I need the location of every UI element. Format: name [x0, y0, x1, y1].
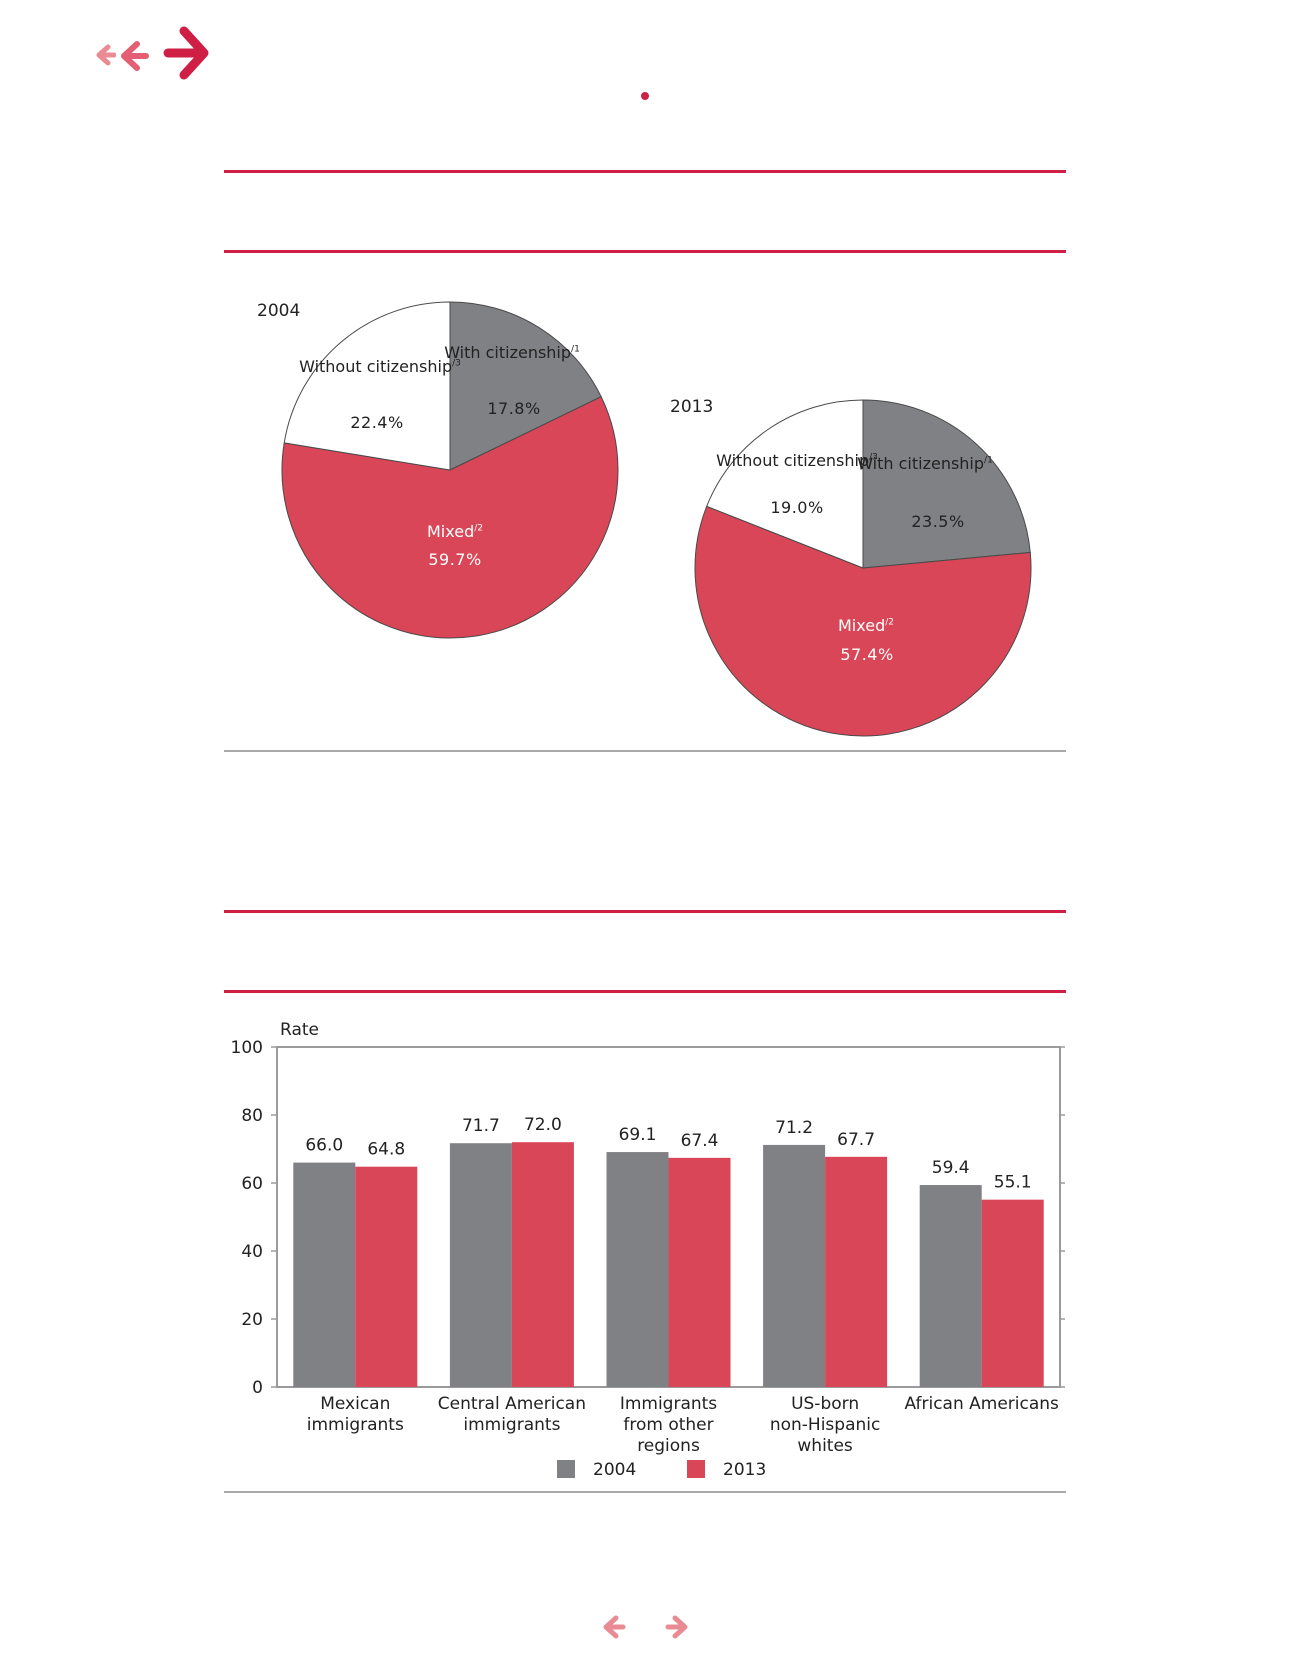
bar-2004: [763, 1144, 826, 1387]
y-axis-label: Rate: [280, 1020, 319, 1040]
arrow-right-icon: [665, 1615, 688, 1639]
title-rule-bottom-1: [224, 250, 1066, 253]
x-tick-label: whites: [797, 1436, 853, 1456]
pie-year-label: 2004: [257, 301, 301, 321]
data-label: 71.7: [462, 1116, 500, 1136]
legend-swatch: [687, 1460, 705, 1478]
legend-item-2013: 2013: [687, 1460, 766, 1480]
pie-slice-value: 23.5%: [911, 512, 965, 531]
data-label: 64.8: [367, 1140, 405, 1160]
data-label: 69.1: [619, 1125, 657, 1145]
bar-2004: [606, 1152, 669, 1387]
pie-slice-label-with-citizenship: With citizenship/1: [444, 343, 580, 362]
pie-slice-value: 19.0%: [770, 498, 824, 517]
pie-slice-value: 57.4%: [840, 645, 894, 664]
y-tick-label: 40: [241, 1242, 263, 1262]
arrow-right-icon: [163, 26, 209, 80]
x-tick-label: Mexican: [320, 1394, 390, 1414]
page-dot: [641, 92, 649, 100]
x-tick-label: US-born: [791, 1394, 859, 1414]
data-label: 72.0: [524, 1115, 562, 1135]
back-button[interactable]: [118, 40, 150, 72]
pie-slice-label-with-citizenship: With citizenship/1: [857, 454, 993, 473]
prev-page-button[interactable]: [601, 1614, 627, 1640]
bar-2013: [511, 1142, 574, 1387]
title-rule-bottom-2: [224, 990, 1066, 993]
pie-slice-with-citizenship: [862, 399, 1031, 569]
section-divider-2: [224, 1491, 1066, 1493]
data-label: 67.7: [837, 1130, 875, 1150]
arrow-left-icon: [121, 41, 149, 71]
x-tick-label: from other: [623, 1415, 713, 1435]
bar-2013: [355, 1166, 418, 1387]
back-small-button[interactable]: [94, 44, 116, 66]
pie-slice-value: 17.8%: [487, 399, 541, 418]
pie-slice-mixed: [281, 396, 619, 639]
bar-2004: [293, 1162, 356, 1387]
x-tick-label: regions: [637, 1436, 700, 1456]
bar-2013: [981, 1199, 1044, 1387]
y-tick-label: 0: [252, 1378, 263, 1398]
x-tick-label: immigrants: [463, 1415, 560, 1435]
pie-2004-svg: [281, 301, 619, 639]
arrow-left-icon: [603, 1615, 626, 1639]
y-tick-label: 60: [241, 1174, 263, 1194]
bar-2004: [449, 1143, 512, 1387]
pie-year-label: 2013: [670, 397, 714, 417]
legend-item-2004: 2004: [557, 1460, 636, 1480]
pie-slice-label-mixed: Mixed/2: [427, 522, 483, 541]
y-tick-label: 80: [241, 1106, 263, 1126]
pie-slice-without-citizenship: [706, 399, 864, 569]
data-label: 67.4: [681, 1131, 719, 1151]
data-label: 59.4: [932, 1158, 970, 1178]
data-label: 55.1: [994, 1173, 1032, 1193]
pie-2013-svg: [694, 399, 1032, 737]
pie-slice-value: 22.4%: [350, 413, 404, 432]
pie-slice-value: 59.7%: [428, 550, 482, 569]
bar-2013: [825, 1156, 888, 1387]
pie-slice-label-without-citizenship: Without citizenship/3: [716, 451, 878, 470]
x-tick-label: Immigrants: [620, 1394, 717, 1414]
pie-slice-with-citizenship: [449, 301, 602, 471]
bar-2004: [919, 1185, 982, 1387]
pie-slice-mixed: [694, 505, 1032, 737]
legend-swatch: [557, 1460, 575, 1478]
y-tick-label: 20: [241, 1310, 263, 1330]
arrow-left-small-icon: [96, 44, 116, 66]
x-tick-label: African Americans: [904, 1394, 1059, 1414]
y-tick-label: 100: [231, 1038, 263, 1058]
bar-2013: [668, 1157, 731, 1387]
forward-button[interactable]: [160, 25, 212, 81]
x-tick-label: Central American: [438, 1394, 586, 1414]
next-page-button[interactable]: [664, 1614, 690, 1640]
x-tick-label: non-Hispanic: [770, 1415, 881, 1435]
data-label: 71.2: [775, 1118, 813, 1138]
pie-slice-label-mixed: Mixed/2: [838, 616, 894, 635]
pie-slice-label-without-citizenship: Without citizenship/3: [299, 357, 461, 376]
data-label: 66.0: [305, 1136, 343, 1156]
pie-slice-without-citizenship: [283, 301, 451, 471]
x-tick-label: immigrants: [307, 1415, 404, 1435]
section-divider-1: [224, 750, 1066, 752]
title-rule-top-2: [224, 910, 1066, 913]
title-rule-top-1: [224, 170, 1066, 173]
